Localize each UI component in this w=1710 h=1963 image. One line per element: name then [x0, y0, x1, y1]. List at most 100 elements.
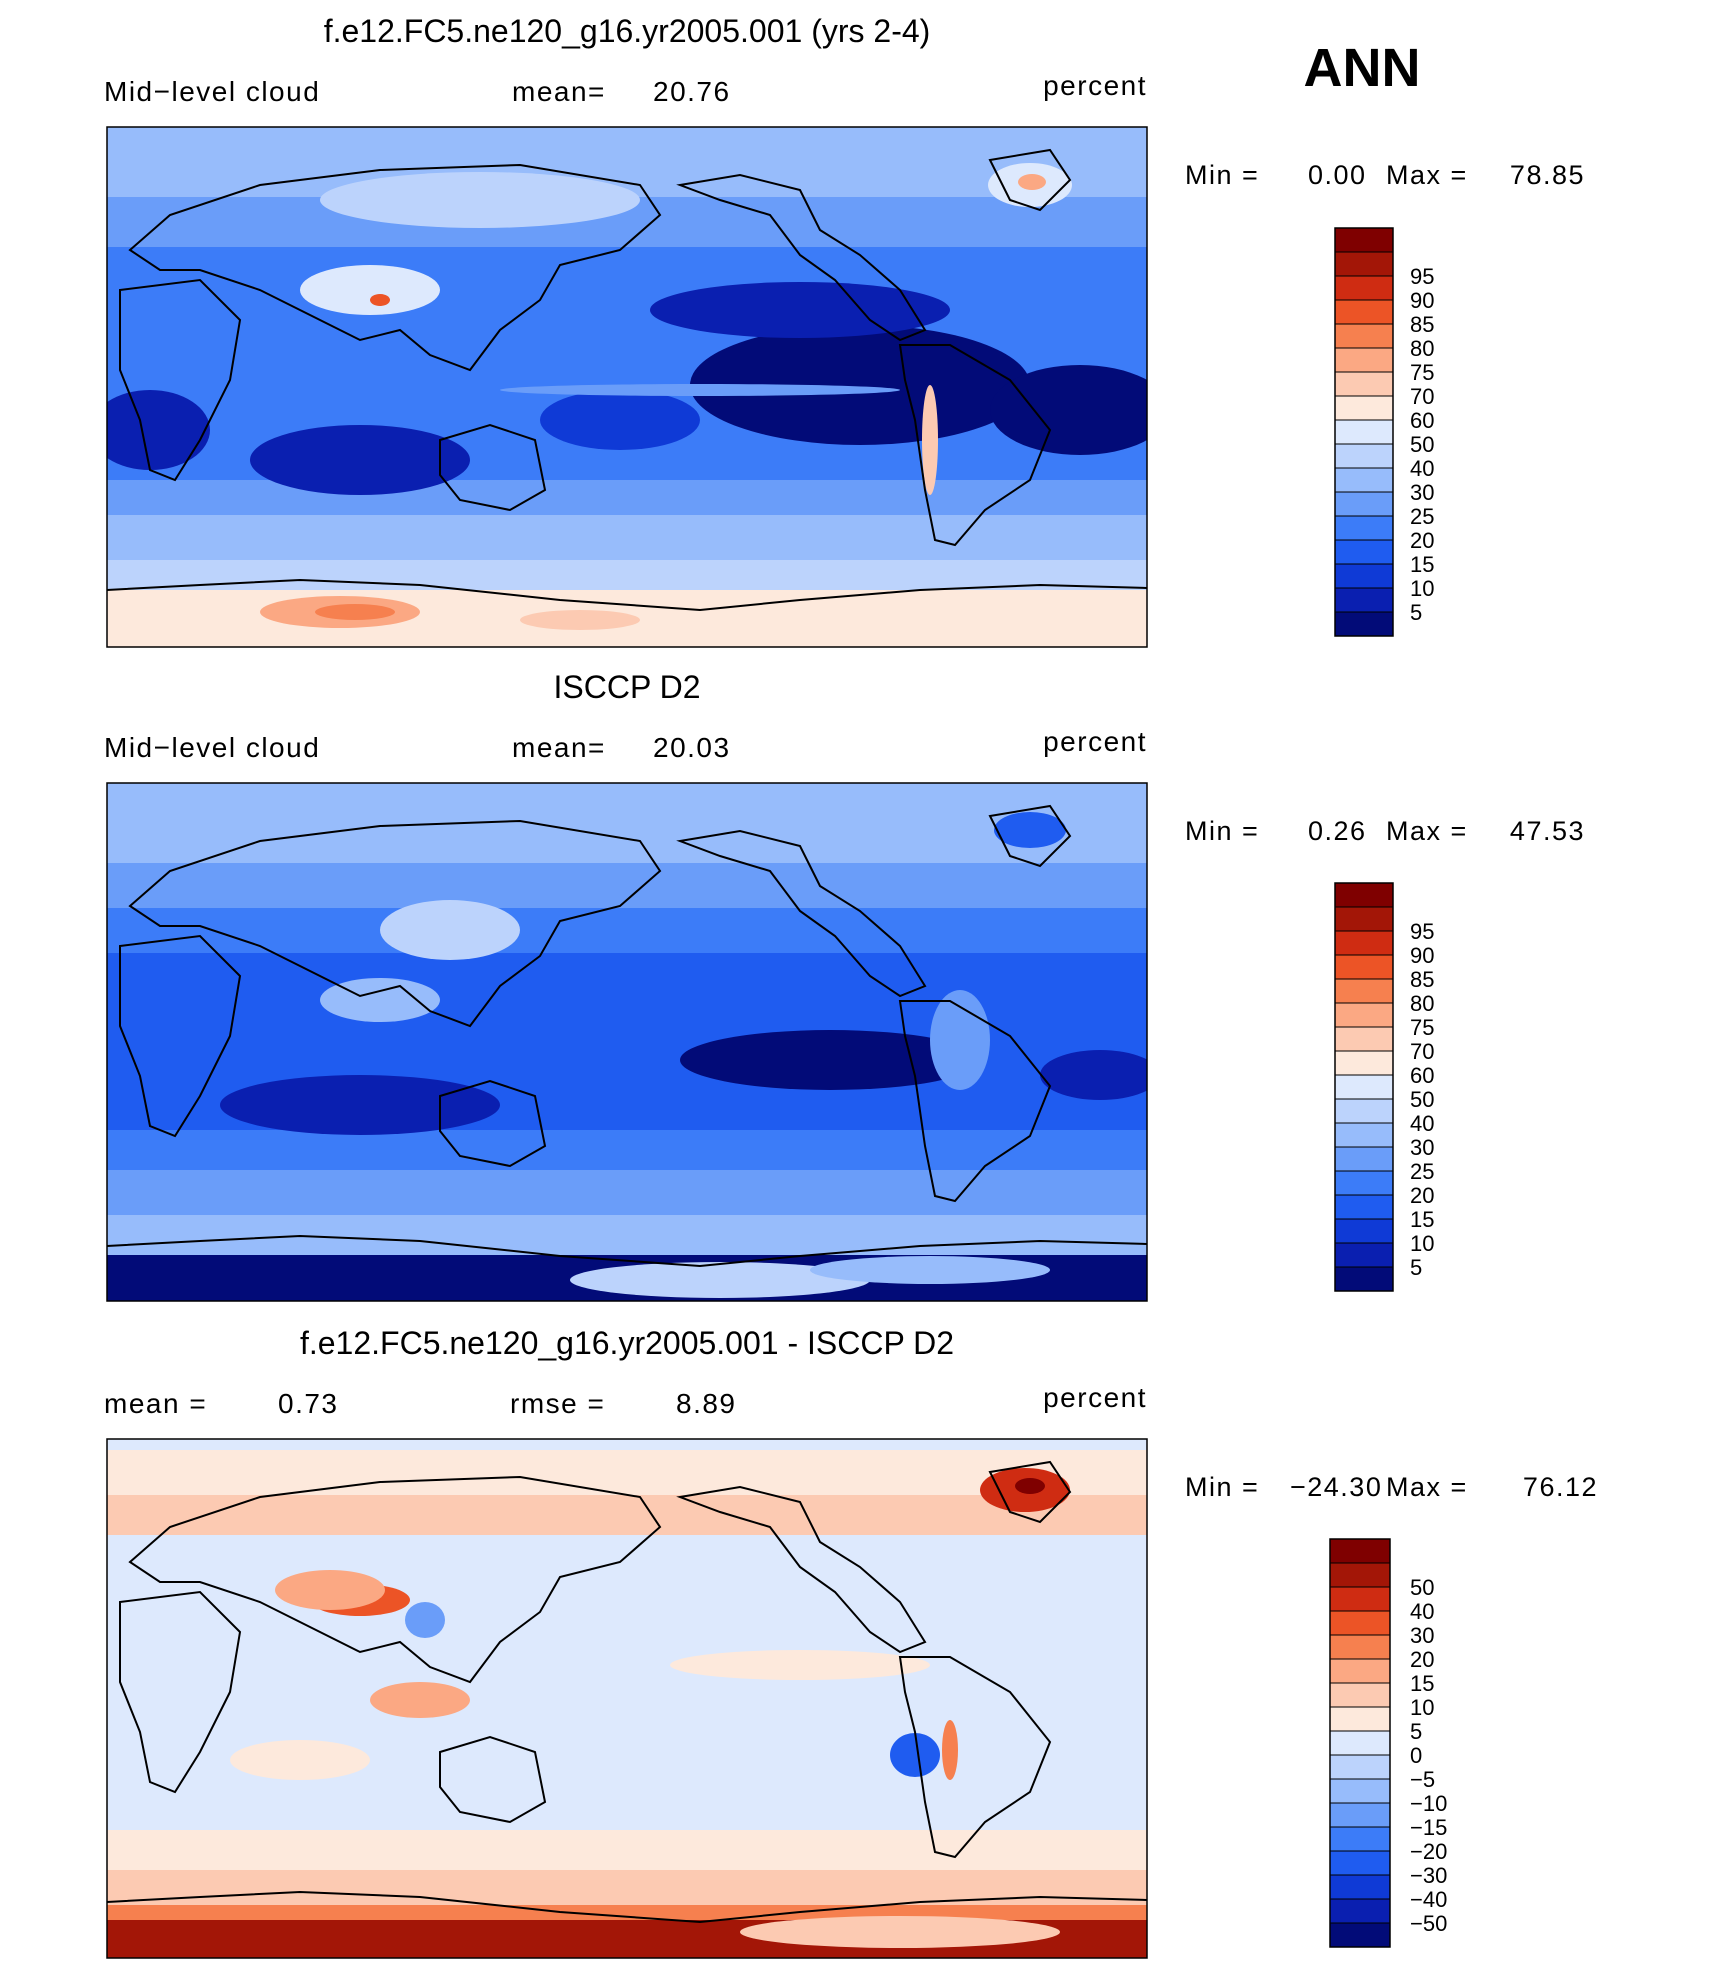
- colorbar-3-label: 5: [1410, 1719, 1422, 1744]
- band-ocean-south: [107, 1215, 1147, 1255]
- panel-1-max-label: Max =: [1386, 160, 1468, 190]
- blob-ep-subtropic: [690, 325, 1030, 445]
- blob-siberia: [320, 172, 640, 228]
- panel-diff: f.e12.FC5.ne120_g16.yr2005.001 - ISCCP D…: [104, 1325, 1598, 1959]
- colorbar-2-box: [1334, 1074, 1394, 1100]
- colorbar-3-label: 40: [1410, 1599, 1434, 1624]
- panel-1-map: [107, 127, 1147, 647]
- coast-north-america: [676, 829, 927, 998]
- band-southern: [107, 515, 1147, 560]
- blob-greenland-hot: [1018, 174, 1046, 190]
- blob-antarctic-east: [520, 610, 640, 630]
- colorbar-3-box: [1329, 1706, 1391, 1732]
- colorbar-3-label: −5: [1410, 1767, 1435, 1792]
- colorbar-1-box: [1334, 491, 1394, 517]
- colorbar-2-box: [1334, 1098, 1394, 1124]
- blob-io-subtropic: [220, 1075, 500, 1135]
- colorbar-2-label: 5: [1410, 1255, 1422, 1280]
- panel-2-frame: [106, 782, 1148, 1302]
- band-storm-sh: [107, 480, 1147, 515]
- panel-1-mean-label: mean=: [512, 76, 606, 107]
- panel-model: f.e12.FC5.ne120_g16.yr2005.001 (yrs 2-4)…: [104, 13, 1585, 648]
- coast-africa: [119, 1590, 242, 1794]
- panel-1-max-value: 78.85: [1510, 160, 1585, 190]
- panel-3-mean-label: mean =: [104, 1388, 207, 1419]
- colorbar-3-box: [1329, 1778, 1391, 1804]
- colorbar-1-label: 75: [1410, 360, 1434, 385]
- blob-china-blue: [405, 1602, 445, 1638]
- colorbar-1-label: 15: [1410, 552, 1434, 577]
- colorbar-1-label: 70: [1410, 384, 1434, 409]
- colorbar-1-label: 5: [1410, 600, 1422, 625]
- coast-eurasia: [128, 1475, 662, 1684]
- panel-1-coastlines: [107, 148, 1147, 612]
- colorbar-2-box: [1334, 1122, 1394, 1148]
- panel-1-mean-value: 20.76: [653, 76, 731, 107]
- coast-greenland: [988, 804, 1072, 868]
- panel-1-variable: Mid−level cloud: [104, 76, 320, 107]
- colorbar-1-box: [1334, 395, 1394, 421]
- colorbar-3-label: 0: [1410, 1743, 1422, 1768]
- season-label: ANN: [1304, 38, 1421, 98]
- coast-north-america: [676, 1485, 927, 1654]
- blob-np-subtropic: [650, 282, 950, 338]
- colorbar-1-box: [1334, 611, 1394, 637]
- colorbar-2-label: 30: [1410, 1135, 1434, 1160]
- colorbar-2-label: 10: [1410, 1231, 1434, 1256]
- colorbar-1-box: [1334, 539, 1394, 565]
- band-sh-mid: [107, 1830, 1147, 1870]
- colorbar-2-label: 20: [1410, 1183, 1434, 1208]
- colorbar-3-label: 30: [1410, 1623, 1434, 1648]
- panel-3-frame: [106, 1438, 1148, 1959]
- colorbar-1-label: 95: [1410, 264, 1434, 289]
- panel-2-units: percent: [1043, 726, 1147, 757]
- colorbar-3-box: [1329, 1922, 1391, 1948]
- panel-1-min-label: Min =: [1185, 160, 1259, 190]
- colorbar-2-box: [1334, 1266, 1394, 1292]
- blob-greenland: [994, 812, 1066, 848]
- colorbar-3-box: [1329, 1634, 1391, 1660]
- blob-tibet-warm: [275, 1570, 385, 1610]
- blob-tibet: [300, 265, 440, 315]
- band-southern: [107, 1170, 1147, 1215]
- colorbar-1-box: [1334, 371, 1394, 397]
- coast-australia: [439, 1735, 547, 1824]
- colorbar-1-box: [1334, 347, 1394, 373]
- colorbar-3-box: [1329, 1658, 1391, 1684]
- colorbar-3-label: −40: [1410, 1887, 1447, 1912]
- band-north: [107, 1495, 1147, 1535]
- colorbar-2-box: [1334, 1194, 1394, 1220]
- blob-antarctic-ice: [570, 1262, 870, 1298]
- band-north: [107, 863, 1147, 908]
- colorbar-2-box: [1334, 906, 1394, 932]
- colorbar-3-label: −10: [1410, 1791, 1447, 1816]
- panel-3-max-value: 76.12: [1523, 1472, 1598, 1502]
- colorbar-3-label: −15: [1410, 1815, 1447, 1840]
- colorbar-3-box: [1329, 1802, 1391, 1828]
- colorbar-1-boxes: [1334, 227, 1394, 637]
- coast-greenland: [988, 1460, 1072, 1524]
- colorbar-2-box: [1334, 1026, 1394, 1052]
- coast-africa: [119, 278, 242, 482]
- panel-2-min-label: Min =: [1185, 816, 1259, 846]
- panel-3-rmse-label: rmse =: [510, 1388, 605, 1419]
- colorbar-2-label: 15: [1410, 1207, 1434, 1232]
- colorbar-2-label: 75: [1410, 1015, 1434, 1040]
- band-arctic: [107, 1450, 1147, 1495]
- colorbar-1-box: [1334, 419, 1394, 445]
- colorbar-1-box: [1334, 299, 1394, 325]
- colorbar-1-frame: [1334, 227, 1394, 637]
- colorbar-2-box: [1334, 1002, 1394, 1028]
- coast-eurasia: [128, 163, 662, 372]
- panel-3-rmse-value: 8.89: [676, 1388, 737, 1419]
- colorbar-2-boxes: [1334, 882, 1394, 1292]
- colorbar-3-label: 15: [1410, 1671, 1434, 1696]
- colorbar-2-frame: [1334, 882, 1394, 1292]
- band-storm-sh: [107, 1130, 1147, 1170]
- panel-2-mean-label: mean=: [512, 732, 606, 763]
- colorbar-3-box: [1329, 1850, 1391, 1876]
